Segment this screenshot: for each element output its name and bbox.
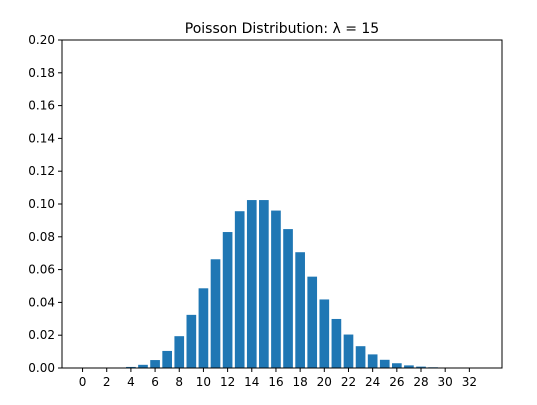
bar-9	[186, 314, 197, 368]
x-tick-label: 14	[244, 375, 259, 389]
x-tick-label: 16	[268, 375, 283, 389]
x-tick-label: 22	[341, 375, 356, 389]
bar-14	[246, 200, 257, 368]
y-tick-label: 0.12	[28, 164, 55, 178]
bar-24	[367, 354, 378, 368]
bar-27	[404, 365, 414, 368]
bar-19	[307, 276, 318, 368]
bar-4	[126, 366, 136, 368]
bar-15	[259, 200, 269, 368]
bar-6	[150, 360, 160, 368]
bar-8	[174, 336, 185, 368]
x-tick-label: 24	[365, 375, 380, 389]
x-tick-label: 0	[79, 375, 87, 389]
x-tick-label: 32	[462, 375, 477, 389]
x-tick-label: 6	[151, 375, 159, 389]
bar-12	[222, 232, 233, 368]
bar-5	[138, 364, 148, 368]
bar-26	[392, 363, 402, 368]
x-tick-label: 4	[127, 375, 135, 389]
plot-frame	[61, 39, 503, 369]
x-tick-label: 26	[389, 375, 404, 389]
y-tick-label: 0.20	[28, 33, 55, 47]
bar-23	[355, 346, 366, 368]
x-tick-label: 2	[103, 375, 111, 389]
bars-group	[89, 200, 487, 368]
bar-16	[271, 210, 281, 368]
y-tick-label: 0.18	[28, 66, 55, 80]
bar-20	[319, 299, 330, 368]
x-tick-label: 20	[317, 375, 332, 389]
bar-10	[198, 288, 209, 368]
x-tick-label: 28	[413, 375, 428, 389]
bar-17	[283, 229, 293, 368]
x-tick-label: 12	[220, 375, 235, 389]
y-tick-label: 0.16	[28, 99, 55, 113]
y-tick-label: 0.02	[28, 328, 55, 342]
chart-title: Poisson Distribution: λ = 15	[185, 21, 379, 37]
bar-21	[331, 318, 342, 368]
x-axis-ticks: 0 2 4 6 8 10 12 14 16 18 20 22 24 26 28 30 32	[79, 368, 477, 389]
bar-22	[343, 334, 354, 368]
y-tick-label: 0.04	[28, 295, 55, 309]
y-tick-label: 0.10	[28, 197, 55, 211]
x-tick-label: 8	[175, 375, 183, 389]
y-tick-label: 0.14	[28, 131, 55, 145]
y-tick-label: 0.06	[28, 263, 55, 277]
bar-18	[295, 252, 305, 368]
x-tick-label: 30	[438, 375, 453, 389]
x-tick-label: 10	[196, 375, 211, 389]
bar-13	[234, 211, 245, 368]
y-axis-ticks: 0.00 0.02 0.04 0.06 0.08 0.10 0.12 0.14 0.16 0.18…	[28, 33, 62, 375]
y-tick-label: 0.08	[28, 230, 55, 244]
y-tick-label: 0.00	[28, 361, 55, 375]
bar-25	[379, 359, 390, 368]
x-tick-label: 18	[292, 375, 307, 389]
bar-28	[416, 366, 426, 368]
bar-7	[162, 350, 172, 368]
bar-11	[210, 259, 221, 368]
